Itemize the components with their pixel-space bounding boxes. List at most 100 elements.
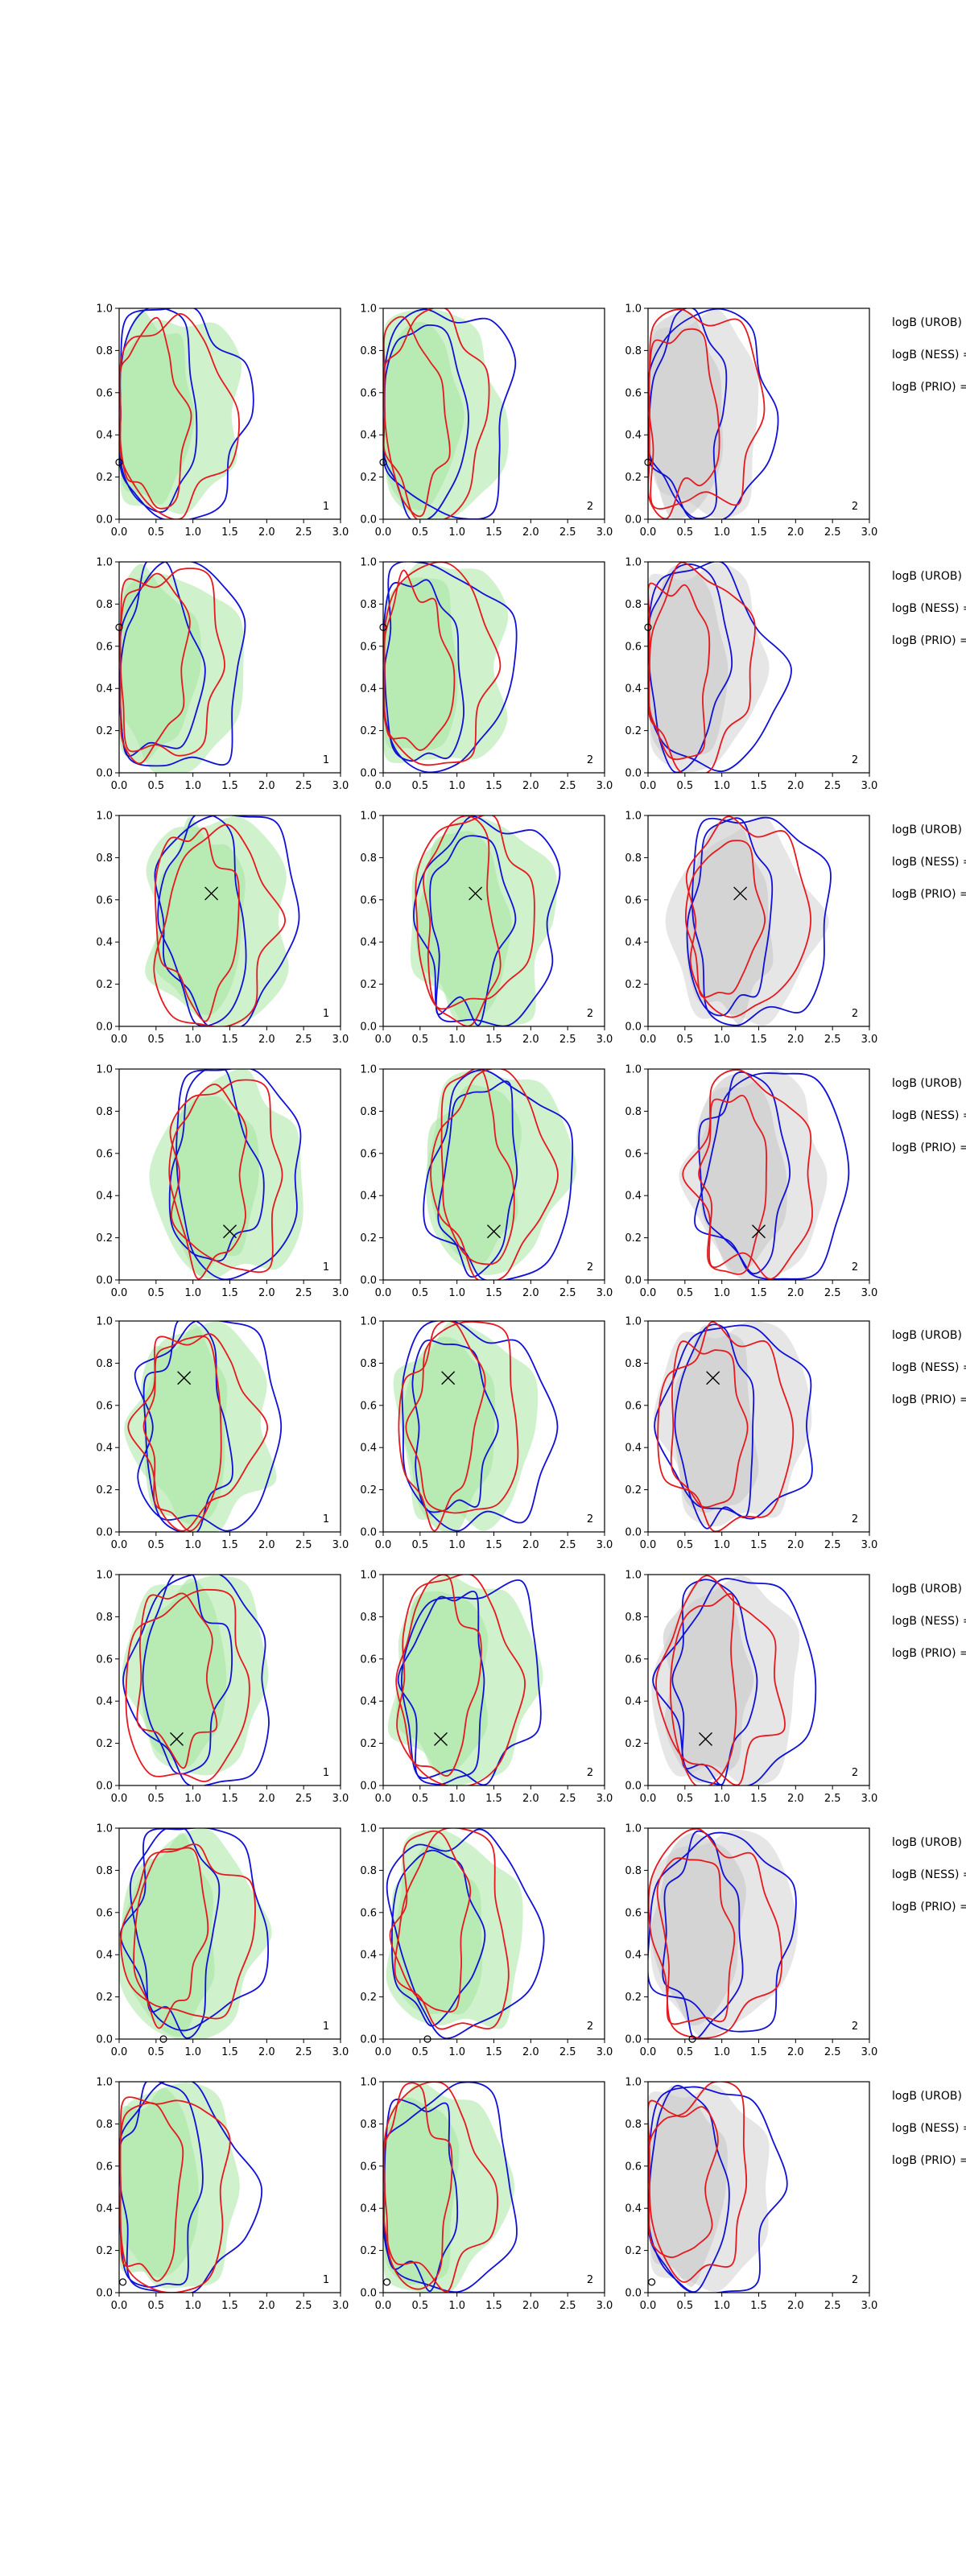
logb-label: logB (NESS) = [892, 856, 966, 869]
true-value-marker [733, 886, 748, 901]
red-contour-outer [153, 824, 287, 1026]
red-contour-inner [395, 1575, 482, 1777]
y-tick-label: 0.6 [96, 1653, 113, 1666]
x-tick-label: 0.5 [676, 780, 693, 792]
x-tick-label: 2.5 [295, 2300, 312, 2312]
y-tick-label: 0.6 [625, 1653, 642, 1666]
y-tick-label: 0.6 [96, 1400, 113, 1412]
x-tick-label: 0.0 [640, 2046, 657, 2058]
density-inner-fill [141, 1323, 228, 1525]
blue-contour-inner [142, 1575, 233, 1775]
y-tick-label: 0.4 [625, 1696, 642, 1708]
panel-corner-label: 2 [587, 2274, 593, 2286]
y-tick-label: 0.0 [96, 768, 113, 780]
panel-r5-c1: 0.0 0.5 1.0 1.5 2.0 2.5 3.0 0.0 0.2 0.4 0.6 0.8 1.0 1 [96, 1316, 349, 1552]
logb-label: logB (UROB) = [892, 1077, 966, 1090]
x-tick-label: 0.0 [111, 1034, 128, 1046]
y-tick-label: 1.0 [360, 1064, 377, 1076]
x-tick-label: 0.5 [676, 1034, 693, 1046]
panel-corner-label: 1 [323, 1008, 329, 1020]
x-tick-label: 2.5 [559, 1539, 576, 1551]
y-tick-label: 0.4 [96, 430, 113, 442]
x-tick-label: 1.0 [713, 780, 730, 792]
density-inner-fill [140, 1578, 227, 1767]
red-contour-outer [657, 1321, 795, 1532]
x-tick-label: 0.0 [111, 2046, 128, 2058]
panel-grid: 0.0 0.5 1.0 1.5 2.0 2.5 3.0 0.0 0.2 0.4 0.6 0.8 1.0 1… [96, 303, 877, 2313]
x-tick-label: 0.5 [147, 1034, 164, 1046]
y-tick-label: 1.0 [96, 557, 113, 569]
x-tick-label: 1.5 [485, 1034, 502, 1046]
y-tick-label: 0.2 [625, 979, 642, 991]
side-labels-row-3: logB (UROB) = logB (NESS) = logB (PRIO) = [892, 824, 966, 901]
x-tick-label: 3.0 [861, 1539, 878, 1551]
y-tick-label: 0.6 [96, 387, 113, 399]
panel-corner-label: 2 [852, 1767, 858, 1779]
x-tick-label: 2.0 [522, 1793, 539, 1805]
x-tick-label: 0.5 [147, 1287, 164, 1299]
panel-corner-label: 2 [852, 2021, 858, 2033]
x-tick-label: 1.5 [221, 1034, 238, 1046]
density-inner-fill [686, 818, 774, 1025]
y-tick-label: 0.0 [625, 1022, 642, 1034]
x-tick-label: 3.0 [597, 2046, 613, 2058]
red-contour-inner [389, 1830, 472, 2013]
y-tick-label: 0.4 [96, 937, 113, 949]
x-tick-label: 1.0 [184, 1539, 201, 1551]
x-tick-label: 1.5 [221, 526, 238, 539]
y-tick-label: 0.6 [625, 1400, 642, 1412]
x-tick-label: 3.0 [332, 2046, 349, 2058]
y-tick-label: 1.0 [625, 1316, 642, 1328]
y-tick-label: 0.2 [625, 1484, 642, 1496]
y-tick-label: 0.4 [360, 430, 377, 442]
x-tick-label: 1.0 [713, 1287, 730, 1299]
x-tick-label: 3.0 [861, 780, 878, 792]
x-tick-label: 0.5 [676, 526, 693, 539]
x-tick-label: 2.0 [787, 526, 804, 539]
x-tick-label: 3.0 [861, 1034, 878, 1046]
y-tick-label: 0.4 [360, 2203, 377, 2215]
x-tick-label: 0.0 [111, 2300, 128, 2312]
x-tick-label: 2.5 [824, 1287, 841, 1299]
y-tick-label: 1.0 [360, 1316, 377, 1328]
red-contour-outer [648, 2082, 748, 2283]
x-tick-label: 2.5 [824, 1034, 841, 1046]
y-tick-label: 0.0 [625, 1781, 642, 1793]
x-tick-label: 2.5 [295, 526, 312, 539]
y-tick-label: 0.0 [625, 2034, 642, 2046]
logb-label: logB (UROB) = [892, 2090, 966, 2103]
x-tick-label: 1.5 [750, 526, 767, 539]
y-tick-label: 0.0 [625, 1275, 642, 1287]
red-contour-outer [383, 2082, 498, 2293]
y-tick-label: 0.0 [96, 514, 113, 526]
x-tick-label: 0.0 [640, 1287, 657, 1299]
y-tick-label: 0.4 [96, 1443, 113, 1455]
density-inner-fill [649, 311, 724, 519]
x-tick-label: 1.5 [750, 780, 767, 792]
y-tick-label: 1.0 [96, 811, 113, 823]
x-tick-label: 1.5 [750, 1793, 767, 1805]
logb-label: logB (NESS) = [892, 1109, 966, 1122]
x-tick-label: 2.0 [787, 1287, 804, 1299]
blue-contour-inner [662, 1830, 744, 2039]
y-tick-label: 1.0 [96, 1064, 113, 1076]
x-tick-label: 0.0 [375, 526, 392, 539]
panel-r2-c1: 0.0 0.5 1.0 1.5 2.0 2.5 3.0 0.0 0.2 0.4 0.6 0.8 1.0 1 [96, 557, 349, 793]
x-tick-label: 1.0 [184, 2300, 201, 2312]
side-labels-row-2: logB (UROB) = logB (NESS) = logB (PRIO) = [892, 570, 966, 647]
x-tick-label: 1.0 [448, 1793, 465, 1805]
y-tick-label: 1.0 [625, 1570, 642, 1582]
y-tick-label: 0.6 [96, 1148, 113, 1160]
side-labels-row-8: logB (UROB) = logB (NESS) = logB (PRIO) = [892, 2090, 966, 2167]
x-tick-label: 1.0 [713, 1793, 730, 1805]
x-tick-label: 0.5 [411, 780, 428, 792]
y-tick-label: 0.8 [625, 1865, 642, 1877]
panel-corner-label: 2 [587, 1261, 593, 1274]
panel-r4-c3: 0.0 0.5 1.0 1.5 2.0 2.5 3.0 0.0 0.2 0.4 0.6 0.8 1.0 2 [625, 1064, 877, 1300]
x-tick-label: 0.5 [147, 2300, 164, 2312]
x-tick-label: 2.5 [559, 1287, 576, 1299]
red-contour-outer [685, 815, 812, 1018]
red-contour-inner [698, 1094, 767, 1275]
x-tick-label: 1.5 [485, 1287, 502, 1299]
